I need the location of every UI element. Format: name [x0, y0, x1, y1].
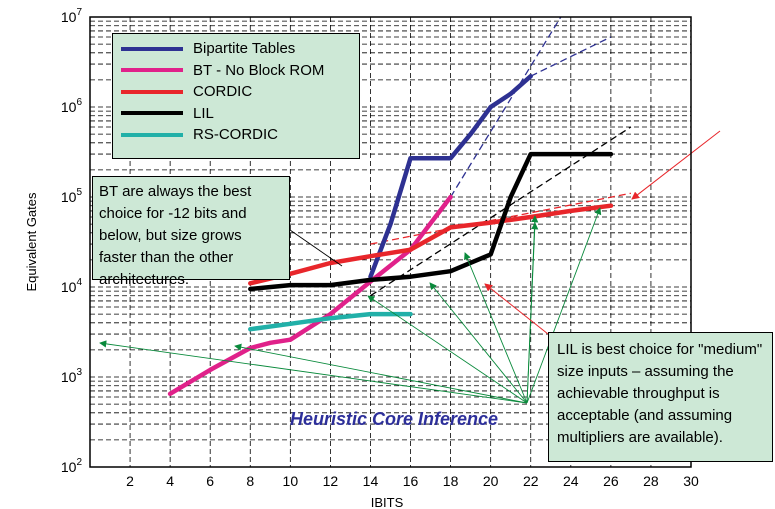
y-tick-label: 102 — [61, 457, 83, 475]
annotation-arrow — [234, 343, 528, 404]
x-tick-label: 26 — [603, 473, 619, 489]
series-line-rs-cordic — [248, 311, 413, 332]
annotation-arrow — [464, 252, 528, 404]
legend-label: BT - No Block ROM — [193, 61, 325, 79]
legend-swatch — [121, 68, 183, 73]
series-line-cordic — [248, 203, 614, 286]
annotation-arrow — [484, 283, 549, 335]
x-tick-label: 28 — [643, 473, 659, 489]
x-tick-label: 22 — [523, 473, 539, 489]
y-tick-label: 105 — [61, 187, 83, 205]
x-tick-label: 8 — [246, 473, 254, 489]
extrapolation-line — [370, 192, 632, 245]
annotation-arrow — [367, 295, 528, 404]
annotation-arrow — [99, 340, 528, 404]
extrapolation-line — [530, 36, 612, 77]
y-tick-label: 106 — [61, 97, 83, 115]
x-tick-label: 20 — [483, 473, 499, 489]
annotation-arrows — [99, 130, 721, 404]
legend-label: CORDIC — [193, 83, 253, 101]
y-tick-label: 104 — [61, 277, 83, 295]
extrapolation-line — [450, 16, 562, 198]
annotation-arrow — [526, 215, 539, 404]
x-tick-label: 14 — [363, 473, 379, 489]
note-bt-callout: BT are always the best choice for -12 bi… — [92, 176, 290, 288]
series-line-bt-no-block-rom — [167, 194, 453, 397]
x-tick-label: 10 — [283, 473, 299, 489]
series-line-bipartite-tables — [368, 73, 533, 279]
legend-label: LIL — [193, 104, 214, 122]
series-line-lil — [248, 151, 614, 292]
y-axis-label: Equivalent Gates — [24, 192, 39, 292]
x-tick-label: 24 — [563, 473, 579, 489]
legend-swatch — [121, 46, 183, 51]
x-tick-label: 2 — [126, 473, 134, 489]
legend-swatch — [121, 111, 183, 116]
annotation-arrow — [631, 130, 721, 200]
annotation-arrow — [289, 229, 343, 267]
x-tick-label: 12 — [323, 473, 339, 489]
legend-item: LIL — [113, 103, 359, 125]
note-lil-callout: LIL is best choice for "medium" size inp… — [548, 332, 773, 462]
legend-label: Bipartite Tables — [193, 40, 296, 58]
legend-swatch — [121, 89, 183, 94]
y-tick-label: 103 — [61, 367, 83, 385]
legend-swatch — [121, 132, 183, 137]
legend-item: Bipartite Tables — [113, 38, 359, 60]
plot-frame — [89, 16, 692, 468]
legend-item: RS-CORDIC — [113, 124, 359, 146]
x-tick-label: 30 — [683, 473, 699, 489]
x-axis-label: IBITS — [371, 495, 404, 509]
heuristic-label: Heuristic Core Inference — [290, 409, 499, 429]
x-tick-label: 18 — [443, 473, 459, 489]
legend-label: RS-CORDIC — [193, 126, 278, 144]
x-tick-label: 4 — [166, 473, 174, 489]
legend-item: BT - No Block ROM — [113, 60, 359, 82]
x-tick-label: 6 — [206, 473, 214, 489]
annotation-arrow — [526, 207, 602, 404]
x-tick-label: 16 — [403, 473, 419, 489]
legend: Bipartite Tables BT - No Block ROM CORDIC L… — [112, 33, 360, 159]
series-layer — [167, 16, 632, 397]
annotation-arrow — [429, 282, 528, 404]
y-tick-label: 107 — [61, 7, 83, 25]
legend-item: CORDIC — [113, 81, 359, 103]
